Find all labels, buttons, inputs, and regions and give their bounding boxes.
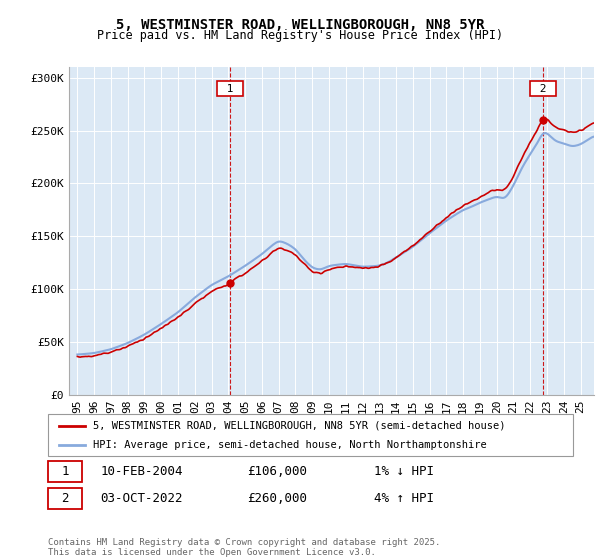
Text: £260,000: £260,000 (248, 492, 308, 505)
Text: 1% ↓ HPI: 1% ↓ HPI (373, 465, 433, 478)
FancyBboxPatch shape (48, 414, 573, 456)
Text: 2: 2 (61, 492, 69, 505)
Text: 1: 1 (220, 83, 240, 94)
Text: 5, WESTMINSTER ROAD, WELLINGBOROUGH, NN8 5YR (semi-detached house): 5, WESTMINSTER ROAD, WELLINGBOROUGH, NN8… (92, 421, 505, 431)
Text: 1: 1 (61, 465, 69, 478)
Text: Price paid vs. HM Land Registry's House Price Index (HPI): Price paid vs. HM Land Registry's House … (97, 29, 503, 42)
Text: Contains HM Land Registry data © Crown copyright and database right 2025.
This d: Contains HM Land Registry data © Crown c… (48, 538, 440, 557)
FancyBboxPatch shape (48, 461, 82, 482)
Text: 4% ↑ HPI: 4% ↑ HPI (373, 492, 433, 505)
Text: 10-FEB-2004: 10-FEB-2004 (101, 465, 183, 478)
Text: HPI: Average price, semi-detached house, North Northamptonshire: HPI: Average price, semi-detached house,… (92, 440, 487, 450)
Text: 5, WESTMINSTER ROAD, WELLINGBOROUGH, NN8 5YR: 5, WESTMINSTER ROAD, WELLINGBOROUGH, NN8… (116, 18, 484, 32)
Text: 2: 2 (533, 83, 553, 94)
Text: 03-OCT-2022: 03-OCT-2022 (101, 492, 183, 505)
FancyBboxPatch shape (48, 488, 82, 509)
Text: £106,000: £106,000 (248, 465, 308, 478)
